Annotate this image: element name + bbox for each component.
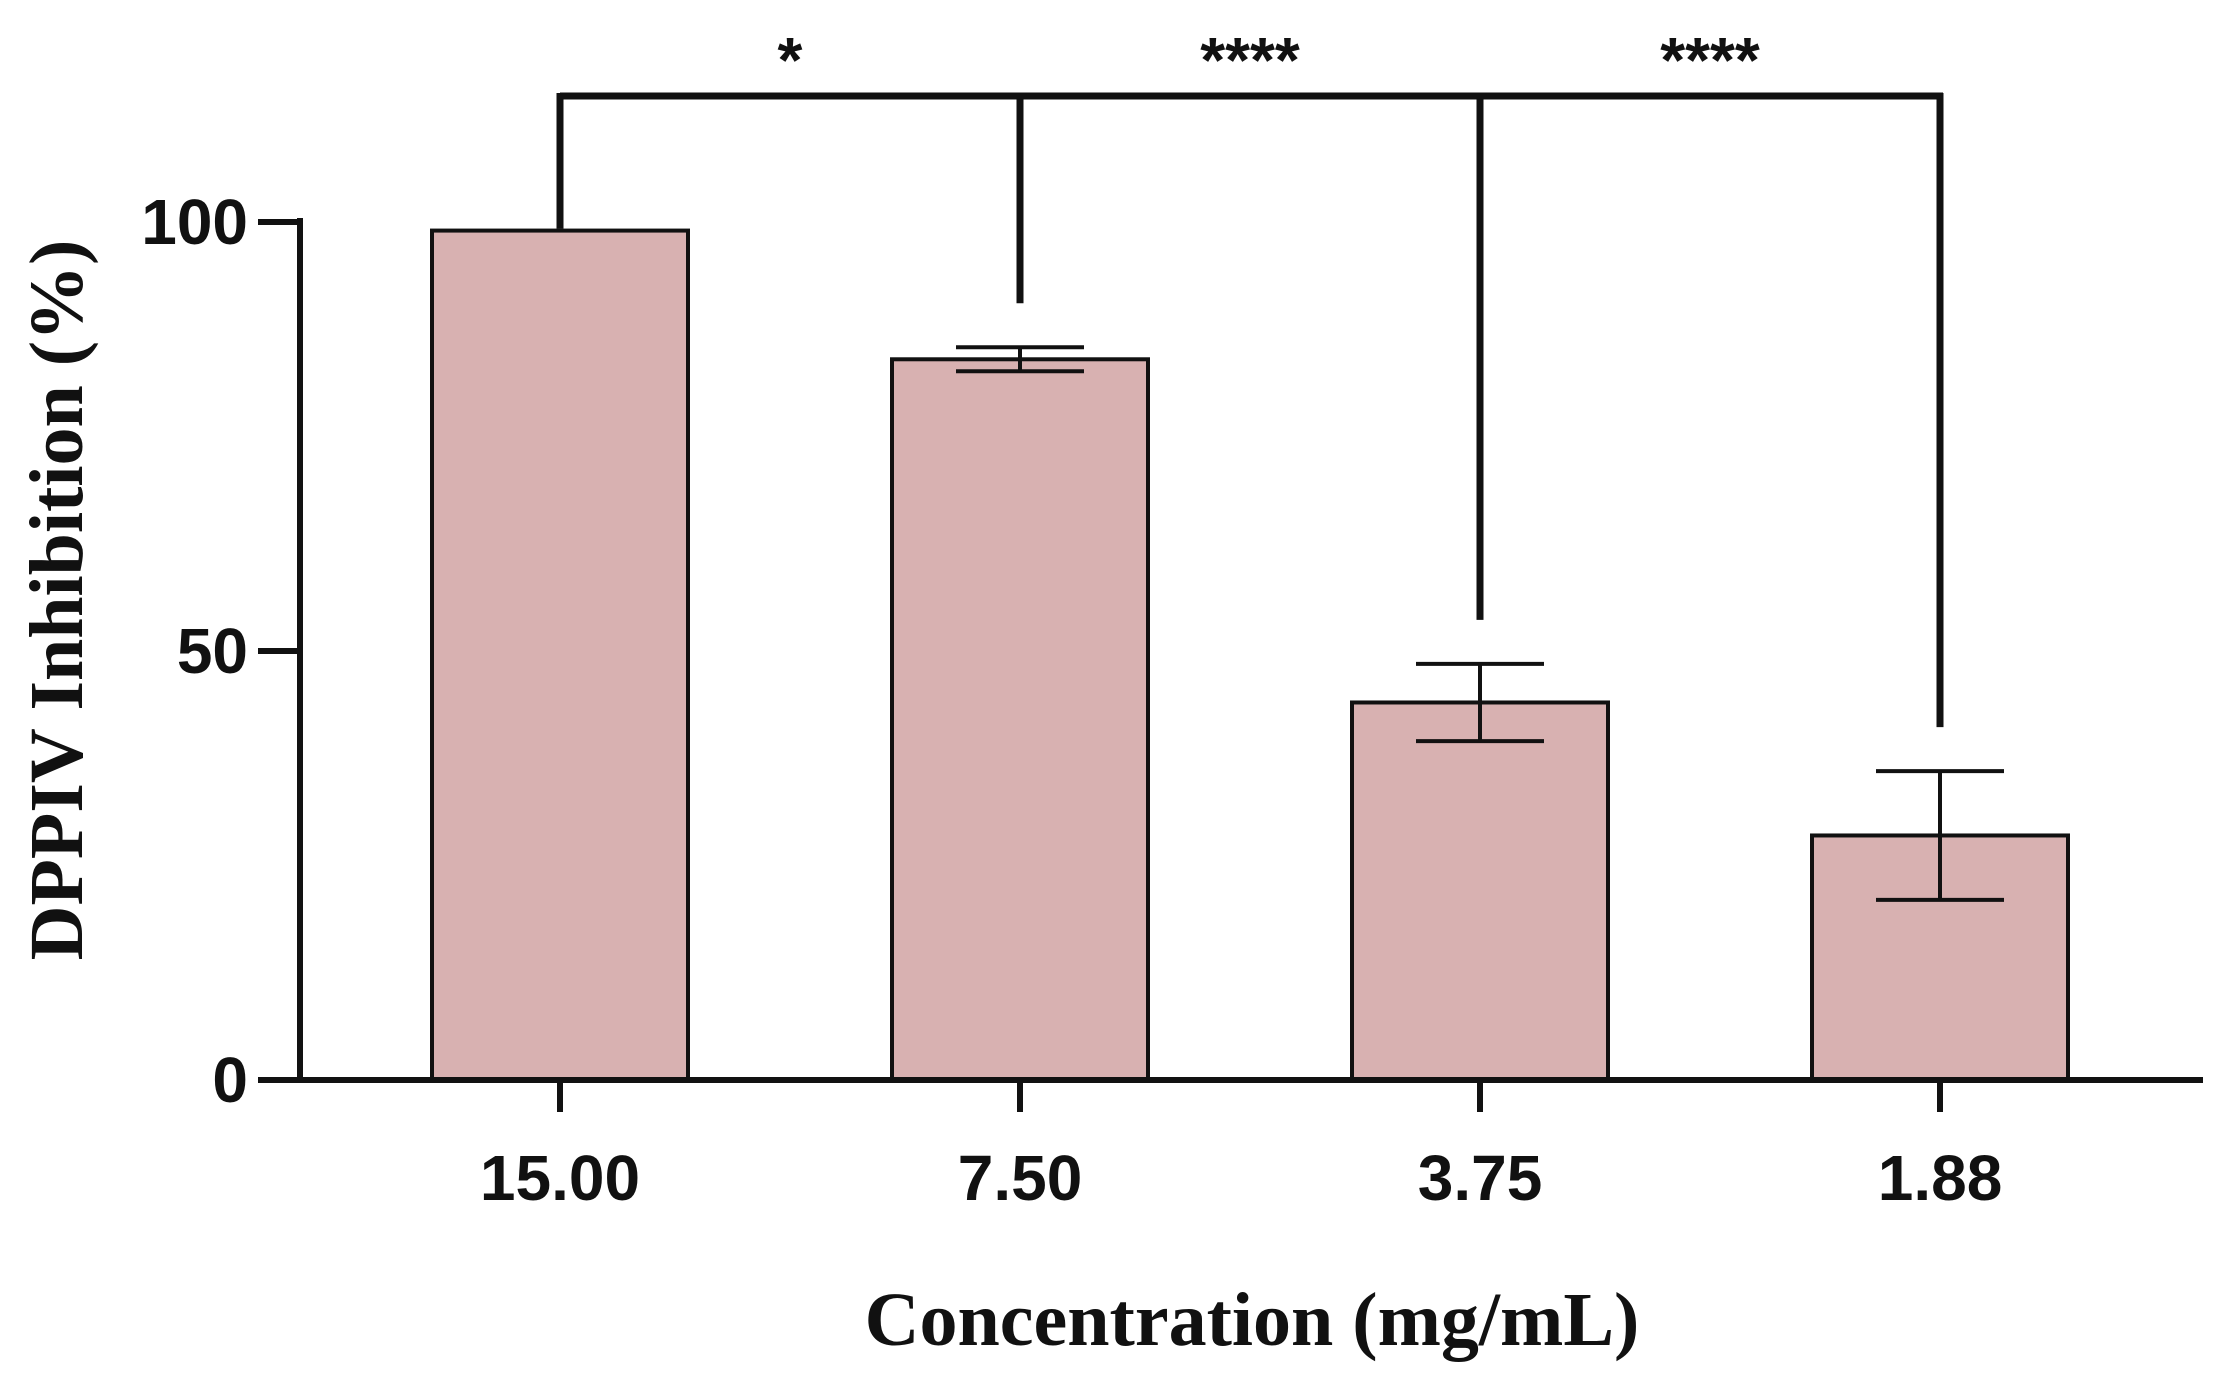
error-bars-layer — [956, 345, 2004, 902]
significance-label-7.50: * — [778, 24, 803, 96]
significance-brackets-layer: * **** **** — [556, 24, 1944, 728]
x-tick-label-3.75: 3.75 — [1418, 1142, 1543, 1214]
bar-7.50 — [890, 357, 1150, 1082]
bars-layer — [430, 228, 2070, 1082]
significance-label-1.88: **** — [1660, 24, 1760, 96]
error-bar-7.50 — [956, 345, 1084, 374]
significance-label-3.75: **** — [1200, 24, 1300, 96]
y-tick-label-100: 100 — [141, 186, 248, 258]
ticks-layer: 15.00 7.50 3.75 1.88 0 50 100 — [141, 186, 2002, 1214]
x-axis-title: Concentration (mg/mL) — [865, 1278, 1640, 1362]
bar-3.75 — [1350, 700, 1610, 1082]
y-axis-title: DPPIV Inhibition (%) — [15, 240, 99, 961]
bar-15.00 — [430, 228, 690, 1082]
error-bar-3.75 — [1416, 661, 1544, 744]
y-tick-label-50: 50 — [177, 615, 248, 687]
x-tick-label-15.00: 15.00 — [480, 1142, 640, 1214]
y-tick-label-0: 0 — [212, 1044, 248, 1116]
x-tick-label-7.50: 7.50 — [958, 1142, 1083, 1214]
x-tick-label-1.88: 1.88 — [1878, 1142, 2003, 1214]
error-bar-1.88 — [1876, 769, 2004, 902]
